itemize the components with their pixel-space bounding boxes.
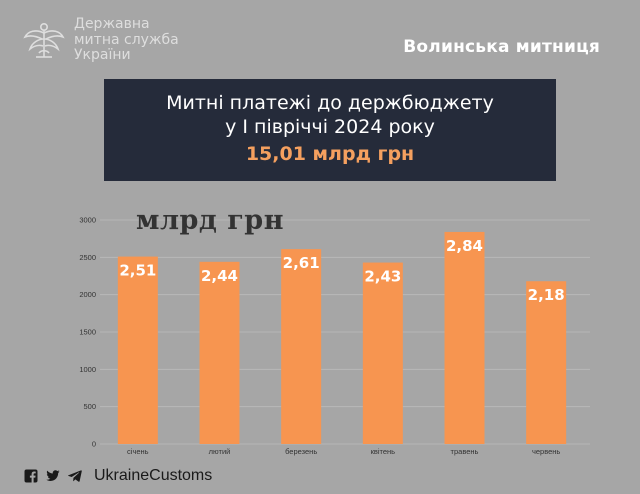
bar [117,256,158,444]
x-tick-label: березень [285,447,317,456]
bar [362,262,403,444]
y-tick-label: 0 [92,440,96,449]
logo-line-2: митна служба [74,31,179,48]
data-label: 2,44 [201,267,238,285]
customs-emblem-icon [23,23,65,58]
title-box: Митні платежі до держбюджету у І піврічч… [104,79,556,181]
logo-line-3: України [74,47,131,63]
data-label: 2,51 [119,262,156,280]
y-tick-label: 500 [83,402,96,411]
data-label: 2,61 [283,254,320,272]
title-line-2: у І півріччі 2024 року [225,116,435,138]
x-tick-label: квітень [371,447,396,456]
footer-handle: UkraineCustoms [94,467,213,484]
facebook-icon[interactable] [24,469,38,483]
x-tick-label: лютий [209,447,231,456]
data-label: 2,18 [528,286,565,304]
data-label: 2,84 [446,237,483,255]
bar [199,261,240,444]
customs-logo: Державна митна служба України [22,16,222,67]
bar [281,249,322,444]
org-name: Волинська митниця [403,37,600,57]
telegram-icon[interactable] [68,469,82,483]
data-label: 2,43 [364,268,401,286]
y-tick-label: 1000 [79,365,96,374]
bar [444,231,485,444]
logo-text: Державна митна служба України [74,16,179,64]
bar [526,281,567,444]
y-tick-label: 2000 [79,290,96,299]
y-tick-label: 2500 [79,253,96,262]
x-tick-label: січень [127,447,149,456]
title-total: 15,01 млрд грн [245,143,415,165]
y-tick-label: 1500 [79,328,96,337]
twitter-icon[interactable] [46,469,60,483]
x-tick-label: травень [451,447,479,456]
title-line-1: Митні платежі до держбюджету [166,92,494,114]
unit-label: млрд грн [136,205,284,236]
footer: UkraineCustoms [24,466,212,486]
x-tick-label: червень [532,447,560,456]
y-tick-label: 3000 [79,216,96,225]
logo-line-1: Державна [74,16,150,32]
